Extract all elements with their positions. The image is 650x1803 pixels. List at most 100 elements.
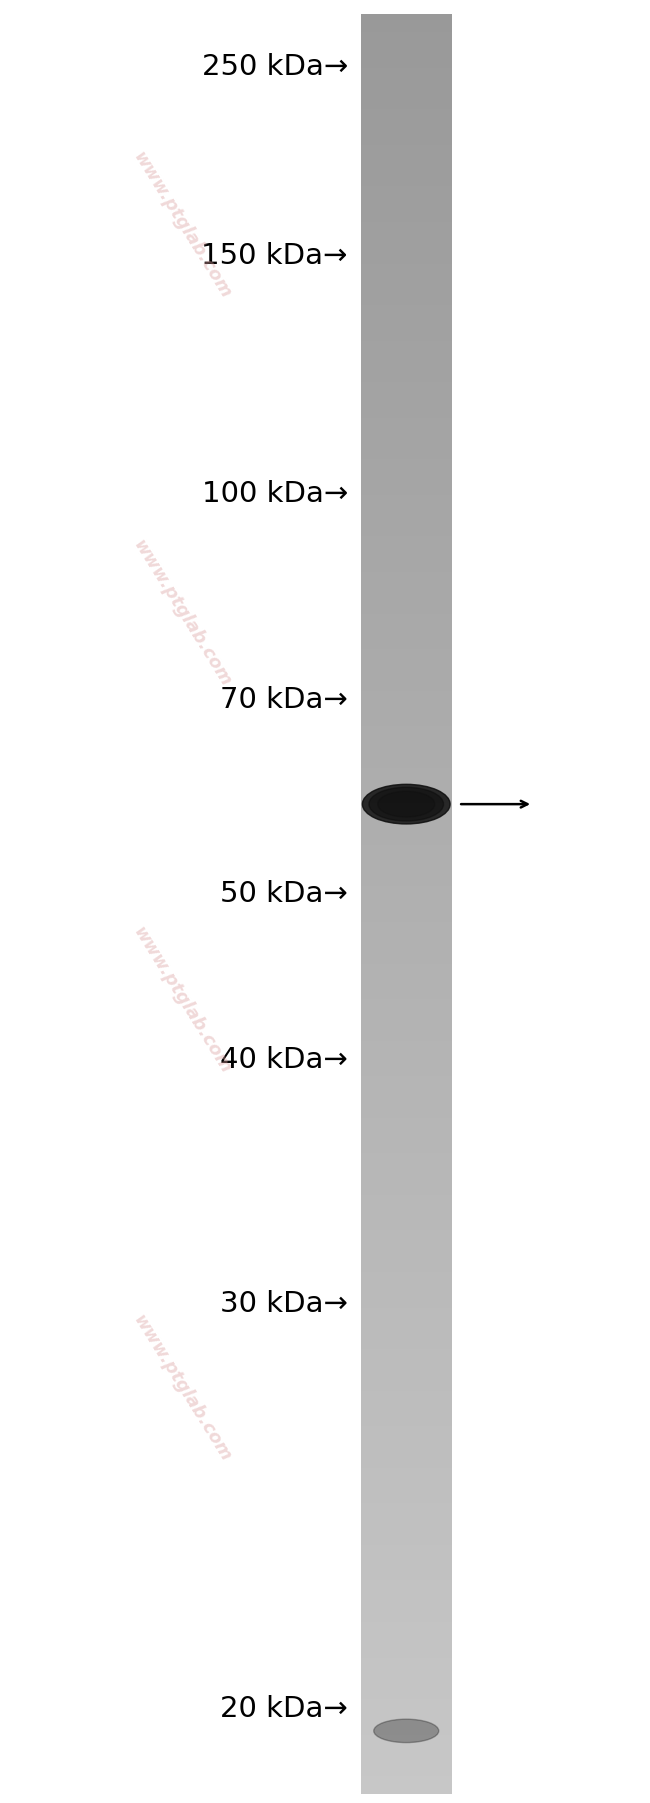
Bar [361, 846, 452, 851]
Bar [361, 595, 452, 602]
Bar [361, 561, 452, 566]
Bar [361, 175, 452, 180]
Bar [361, 714, 452, 721]
Bar [361, 69, 452, 74]
Bar [361, 1296, 452, 1302]
Bar [361, 393, 452, 400]
Bar [361, 299, 452, 305]
Bar [361, 494, 452, 501]
Bar [361, 1615, 452, 1623]
Bar [361, 1450, 452, 1455]
Bar [361, 939, 452, 947]
Bar [361, 1455, 452, 1462]
Bar [361, 436, 452, 442]
Bar [361, 400, 452, 406]
Bar [361, 986, 452, 993]
Bar [361, 1592, 452, 1597]
Bar [361, 364, 452, 370]
Bar [361, 1706, 452, 1711]
Bar [361, 1331, 452, 1338]
Text: 250 kDa→: 250 kDa→ [202, 52, 348, 81]
Bar [361, 1320, 452, 1325]
Bar [361, 245, 452, 252]
Bar [361, 1486, 452, 1491]
Bar [361, 833, 452, 838]
Bar [361, 1379, 452, 1385]
Bar [361, 981, 452, 988]
Bar [361, 963, 452, 970]
Bar [361, 1390, 452, 1397]
Bar [361, 1224, 452, 1230]
Ellipse shape [374, 1720, 439, 1742]
Bar [361, 1776, 452, 1781]
Bar [361, 193, 452, 198]
Bar [361, 1136, 452, 1141]
Bar [361, 465, 452, 471]
Text: 150 kDa→: 150 kDa→ [202, 242, 348, 270]
Bar [361, 211, 452, 216]
Bar [361, 1053, 452, 1058]
Bar [361, 1480, 452, 1486]
Bar [361, 1237, 452, 1242]
Bar [361, 970, 452, 975]
Bar [361, 525, 452, 530]
Bar [361, 1763, 452, 1771]
Bar [361, 631, 452, 636]
Bar [361, 1397, 452, 1403]
Bar [361, 501, 452, 507]
Bar [361, 828, 452, 833]
Bar [361, 903, 452, 911]
Bar [361, 144, 452, 151]
Bar [361, 1722, 452, 1729]
Bar [361, 667, 452, 673]
Bar [361, 1758, 452, 1765]
Bar [361, 685, 452, 691]
Bar [361, 50, 452, 56]
Bar [361, 471, 452, 478]
Bar [361, 887, 452, 892]
Bar [361, 761, 452, 768]
Bar [361, 1206, 452, 1213]
Ellipse shape [363, 784, 450, 824]
Bar [361, 1556, 452, 1563]
Bar [361, 1195, 452, 1201]
Text: 100 kDa→: 100 kDa→ [202, 480, 348, 508]
Bar [361, 1213, 452, 1219]
Bar [361, 1491, 452, 1496]
Bar [361, 1100, 452, 1105]
Bar [361, 662, 452, 667]
Bar [361, 737, 452, 745]
Bar [361, 874, 452, 880]
Bar [361, 1289, 452, 1296]
Bar [361, 703, 452, 709]
Bar [361, 121, 452, 128]
Bar [361, 1118, 452, 1123]
Bar [361, 157, 452, 162]
Bar [361, 644, 452, 649]
Bar [361, 186, 452, 193]
Bar [361, 1004, 452, 1011]
Bar [361, 1473, 452, 1480]
Bar [361, 507, 452, 512]
Bar [361, 957, 452, 963]
Bar [361, 1183, 452, 1188]
Bar [361, 1522, 452, 1527]
Bar [361, 478, 452, 483]
Bar [361, 732, 452, 737]
Bar [361, 999, 452, 1004]
Bar [361, 281, 452, 287]
Bar [361, 1716, 452, 1724]
Bar [361, 204, 452, 211]
Bar [361, 797, 452, 804]
Bar [361, 1177, 452, 1183]
Bar [361, 709, 452, 714]
Bar [361, 489, 452, 494]
Bar [361, 14, 452, 20]
Bar [361, 755, 452, 763]
Bar [361, 916, 452, 921]
Bar [361, 56, 452, 61]
Bar [361, 453, 452, 460]
Bar [361, 1753, 452, 1758]
Bar [361, 1646, 452, 1652]
Bar [361, 678, 452, 685]
